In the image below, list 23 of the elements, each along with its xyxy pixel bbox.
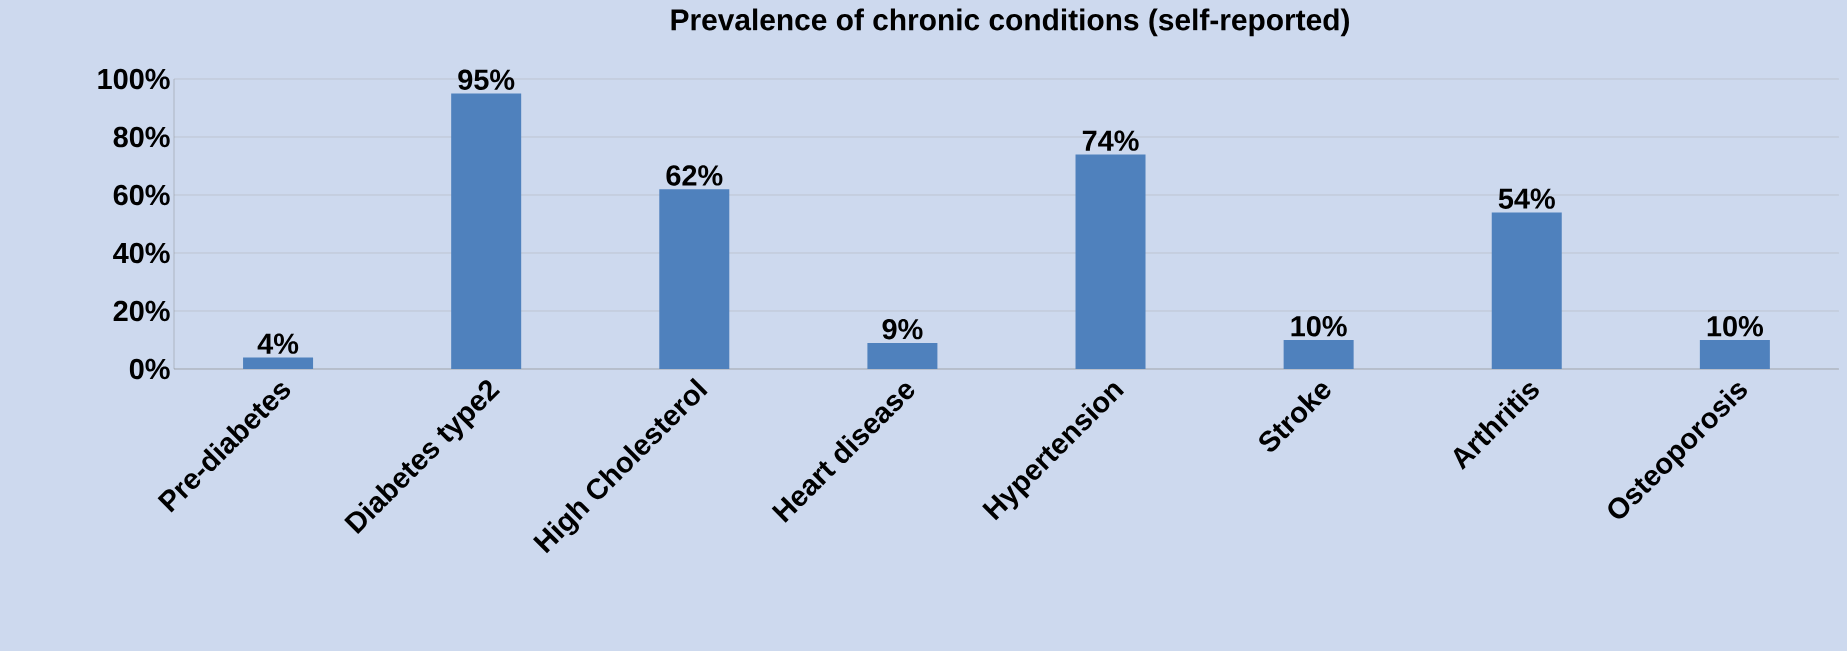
y-tick-label: 100% (98, 68, 170, 90)
data-label: 10% (1291, 316, 1347, 337)
y-tick-label: 60% (113, 184, 170, 206)
bar (1699, 340, 1770, 369)
y-tick-label: 80% (113, 126, 170, 148)
bar (243, 357, 314, 369)
chart-title: Prevalence of chronic conditions (self-reported) (671, 8, 1349, 37)
data-label: 4% (257, 333, 299, 354)
bar (1283, 340, 1354, 369)
y-tick-label: 0% (129, 358, 170, 380)
data-label: 62% (666, 165, 723, 186)
bar (867, 342, 938, 369)
data-label: 74% (1082, 130, 1139, 151)
bar (451, 93, 522, 369)
y-tick-label: 40% (113, 242, 170, 264)
bar (1075, 154, 1146, 369)
data-label: 95% (458, 69, 515, 90)
data-label: 10% (1707, 316, 1763, 337)
bar (1491, 212, 1562, 369)
data-label: 54% (1498, 188, 1555, 209)
bar (659, 189, 730, 369)
data-label: 9% (882, 318, 923, 340)
y-tick-label: 20% (113, 300, 170, 322)
